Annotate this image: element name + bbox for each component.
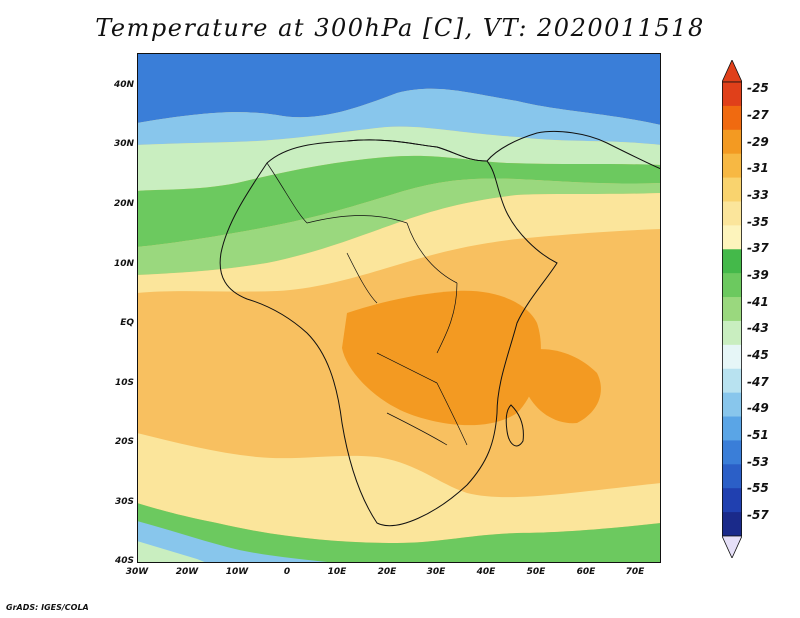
lon-label: 10E (327, 567, 347, 577)
colorbar-swatch (722, 344, 742, 370)
colorbar-svg (721, 59, 743, 559)
colorbar-swatch (722, 82, 742, 107)
lon-label: 20E (377, 567, 397, 577)
lon-label: 60E (576, 567, 596, 577)
lat-label: 40S (114, 556, 134, 566)
cool-band-southwest (137, 521, 337, 563)
cool-band-north (137, 88, 661, 145)
colorbar-label: -57 (747, 508, 769, 522)
country-borders-south (376, 352, 468, 446)
map-frame-border (137, 53, 661, 563)
green-belt-south (137, 503, 661, 563)
lon-label: 30W (125, 567, 149, 577)
cool-light-band-southwest (137, 541, 207, 563)
colorbar-swatch (722, 297, 742, 322)
colorbar-swatch (722, 368, 742, 394)
colorbar-swatch (722, 464, 742, 489)
colorbar-swatch (722, 416, 742, 441)
map-plot-area (137, 53, 661, 563)
colorbar-label: -37 (747, 241, 769, 255)
lon-label: 30E (426, 567, 446, 577)
colorbar-swatch (722, 153, 742, 179)
colorbar-top-triangle (721, 59, 743, 83)
yellow-band-north (137, 193, 661, 293)
colorbar-swatch (722, 392, 742, 418)
lon-label: 70E (625, 567, 645, 577)
colorbar-label: -35 (747, 215, 769, 229)
colorbar-label: -47 (747, 375, 769, 389)
lat-label: 10S (114, 378, 134, 388)
lat-label: EQ (120, 318, 134, 328)
colorbar-label: -55 (747, 481, 769, 495)
colorbar-swatch (722, 488, 742, 513)
colorbar-bottom-triangle (721, 535, 743, 559)
warm-region-central (342, 290, 541, 426)
colorbar-swatch (722, 249, 742, 274)
lat-label: 10N (113, 259, 134, 269)
mediterranean-coastline (346, 130, 661, 170)
colorbar-label: -41 (747, 295, 769, 309)
lat-label: 30S (114, 497, 134, 507)
temperature-map (137, 53, 661, 563)
colorbar-label: -33 (747, 188, 769, 202)
colorbar-swatch (722, 105, 742, 131)
lon-label: 10W (225, 567, 249, 577)
colorbar-label: -25 (747, 81, 769, 95)
warm-region-east (517, 349, 601, 424)
colorbar-swatch (722, 440, 742, 465)
colorbar-swatch (722, 201, 742, 226)
madagascar-coastline (505, 404, 524, 447)
colorbar-label: -31 (747, 161, 769, 175)
lat-label: 30N (113, 139, 134, 149)
colorbar-label: -45 (747, 348, 769, 362)
colorbar-label: -39 (747, 268, 769, 282)
lon-label: 20W (175, 567, 199, 577)
green-belt-north (137, 155, 661, 247)
colorbar-label: -53 (747, 455, 769, 469)
colorbar-swatch (722, 225, 742, 250)
colorbar-swatch (722, 273, 742, 298)
colorbar-swatch (722, 512, 742, 537)
country-borders (266, 162, 458, 354)
cold-region-north (137, 53, 661, 125)
lon-label: 40E (476, 567, 496, 577)
map-title: Temperature at 300hPa [C], VT: 202001151… (95, 14, 705, 42)
colorbar-label: -27 (747, 108, 769, 122)
lat-label: 20S (114, 437, 134, 447)
light-green-belt-north (137, 178, 661, 275)
cool-light-band-north (137, 126, 661, 191)
colorbar-label: -43 (747, 321, 769, 335)
colorbar-swatch (722, 177, 742, 202)
lon-label: 50E (526, 567, 546, 577)
colorbar-swatch (722, 320, 742, 346)
colorbar (721, 59, 743, 559)
yellow-band-south (137, 433, 661, 543)
colorbar-label: -29 (747, 135, 769, 149)
colorbar-label: -51 (747, 428, 769, 442)
lat-label: 20N (113, 199, 134, 209)
colorbar-swatch (722, 129, 742, 155)
lon-label: 0 (283, 567, 291, 577)
grads-credit: GrADS: IGES/COLA (6, 603, 89, 612)
colorbar-label: -49 (747, 401, 769, 415)
lat-label: 40N (113, 80, 134, 90)
